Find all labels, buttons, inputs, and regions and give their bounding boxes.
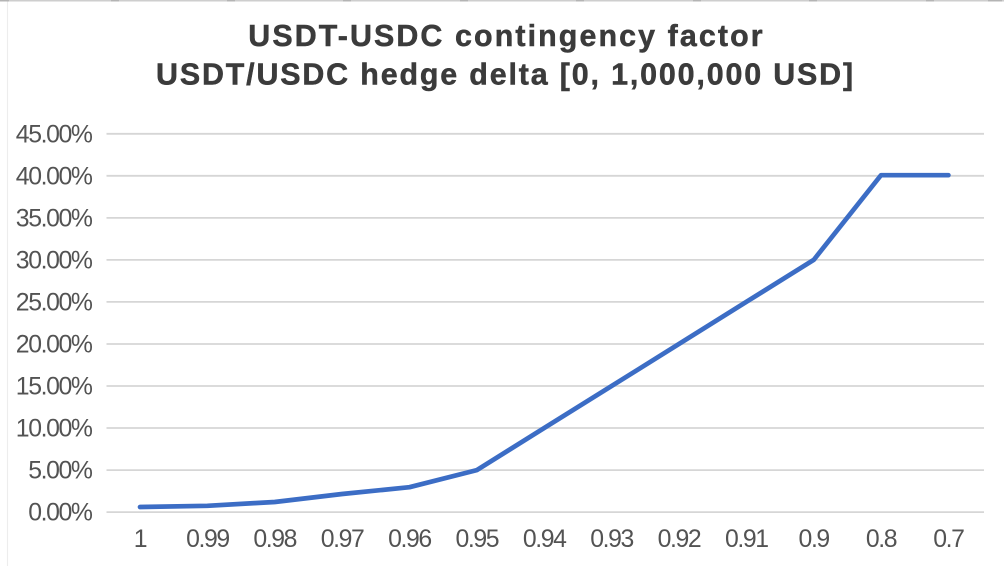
svg-text:0.91: 0.91 [725,526,768,553]
svg-text:25.00%: 25.00% [16,289,93,316]
svg-text:0.94: 0.94 [523,526,567,553]
svg-text:20.00%: 20.00% [16,332,93,359]
svg-text:45.00%: 45.00% [16,121,93,148]
svg-text:30.00%: 30.00% [16,247,93,274]
svg-text:15.00%: 15.00% [16,374,93,401]
svg-text:5.00%: 5.00% [28,458,93,485]
svg-text:0.93: 0.93 [590,526,633,553]
svg-text:0.9: 0.9 [799,526,830,553]
svg-text:0.98: 0.98 [253,526,296,553]
svg-text:1: 1 [134,526,147,553]
svg-text:0.00%: 0.00% [28,500,93,527]
svg-text:0.95: 0.95 [455,526,498,553]
svg-text:40.00%: 40.00% [16,163,93,190]
svg-text:USDT/USDC hedge delta [0, 1,00: USDT/USDC hedge delta [0, 1,000,000 USD] [156,58,855,92]
svg-text:10.00%: 10.00% [16,416,93,443]
svg-text:0.96: 0.96 [388,526,431,553]
svg-text:0.7: 0.7 [933,526,964,553]
svg-text:0.97: 0.97 [321,526,364,553]
svg-text:USDT-USDC contingency factor: USDT-USDC contingency factor [248,19,764,53]
svg-text:0.99: 0.99 [186,526,229,553]
svg-text:0.92: 0.92 [658,526,701,553]
svg-text:0.8: 0.8 [866,526,897,553]
svg-text:35.00%: 35.00% [16,205,93,232]
